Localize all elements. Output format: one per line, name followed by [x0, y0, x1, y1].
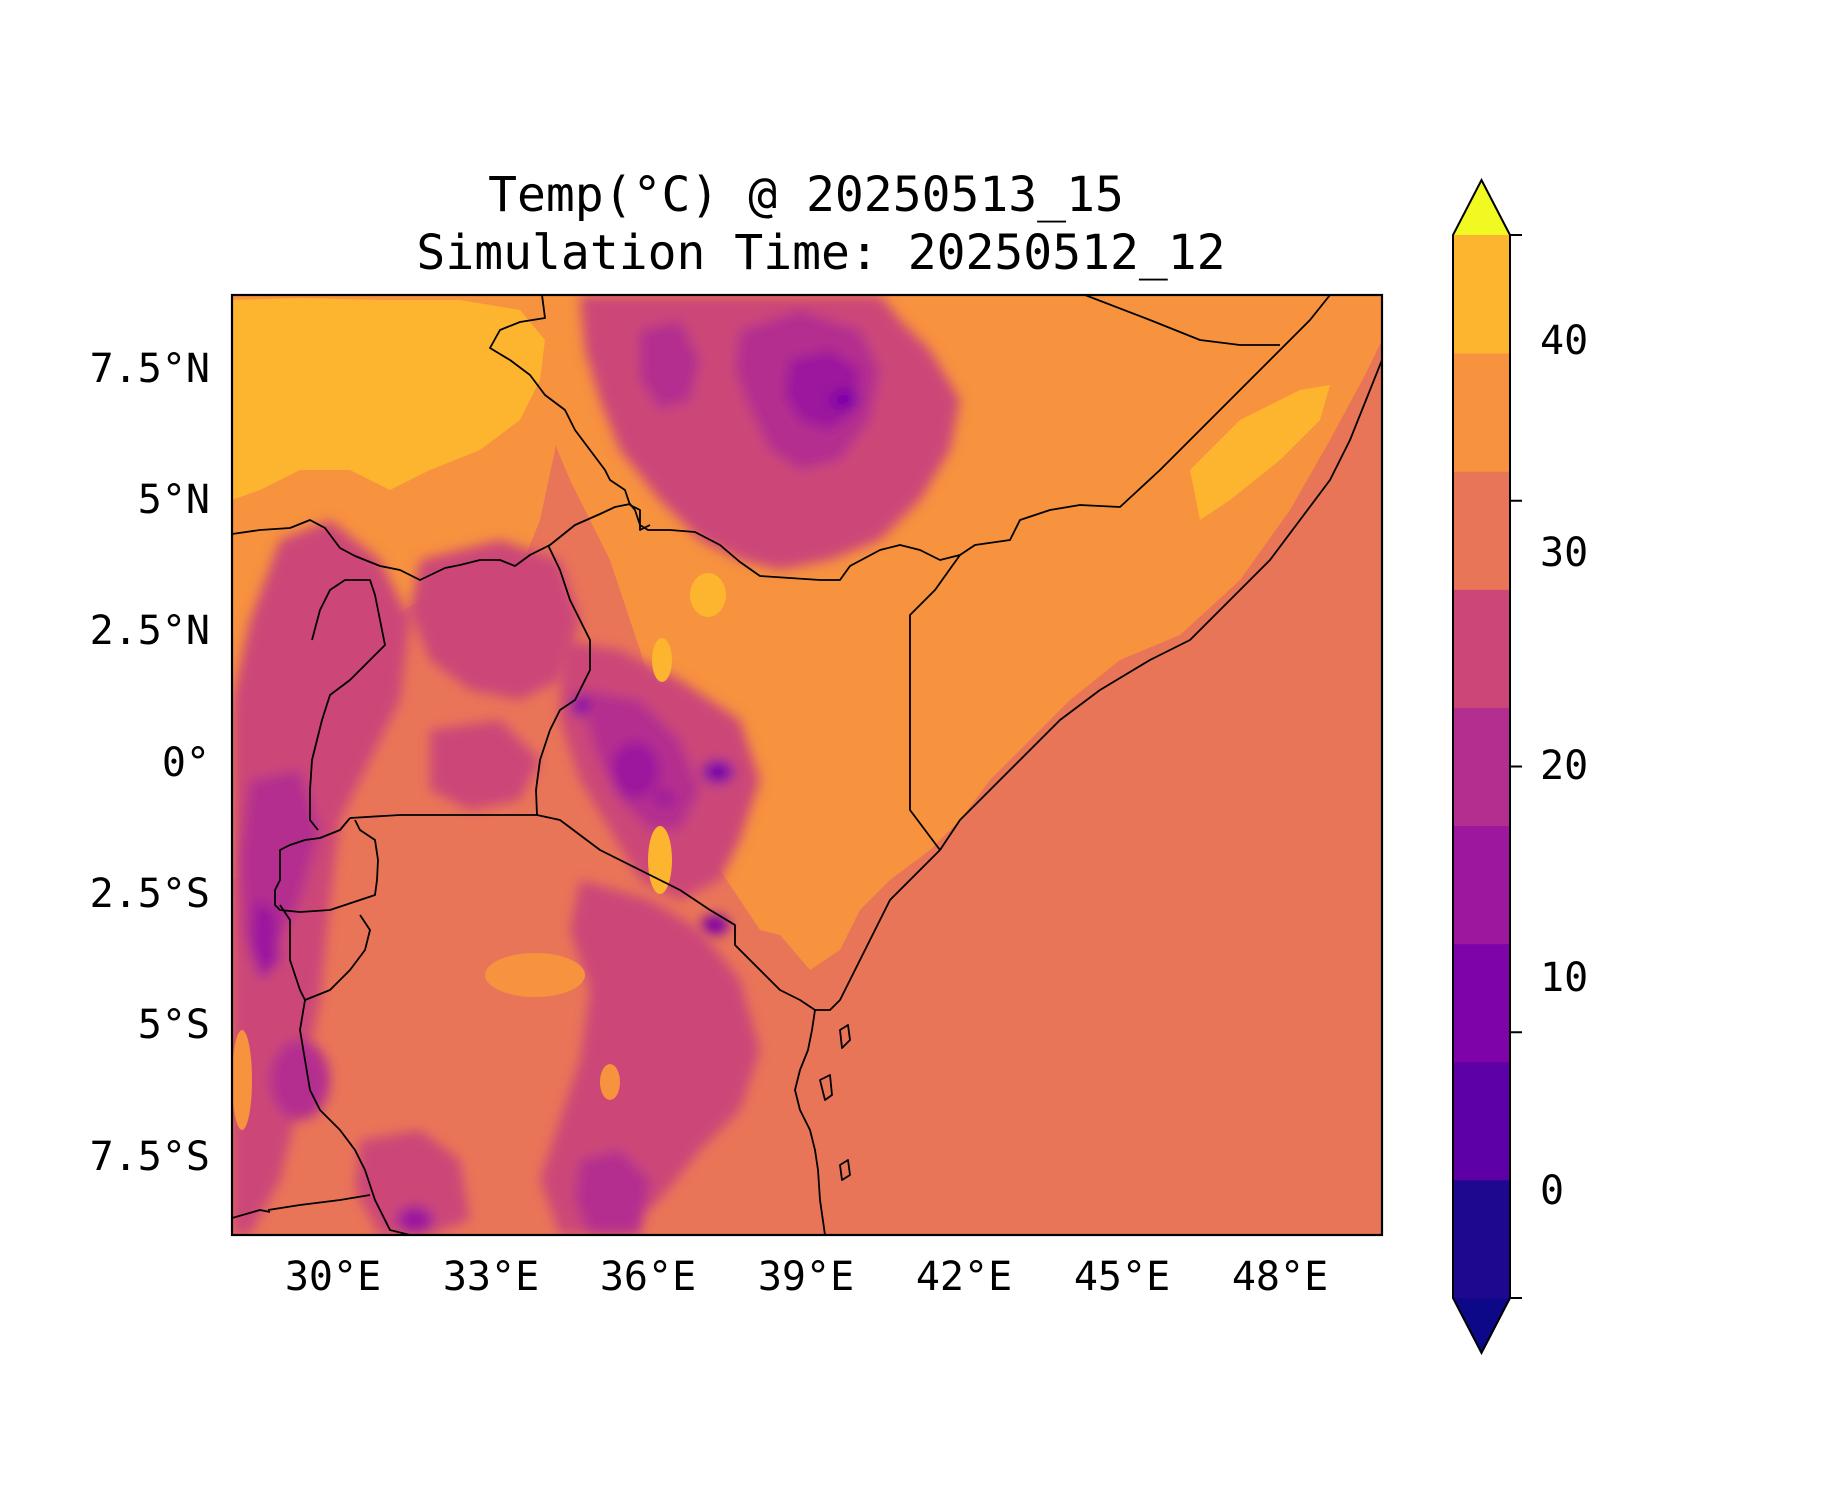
- region-somalia-hot: [1190, 385, 1330, 520]
- lat-tick-2-5s: 2.5°S: [90, 871, 210, 917]
- lat-tick-0: 0°: [162, 740, 210, 786]
- lon-tick-42: 42°E: [916, 1254, 1012, 1300]
- lat-tick-5s: 5°S: [138, 1002, 210, 1048]
- colorbar-segment: [1453, 1179, 1510, 1299]
- colorbar-segment: [1453, 825, 1510, 945]
- colorbar: [1452, 177, 1522, 1356]
- region-ethiopian-highlands: [580, 295, 960, 570]
- region-kenya-highlands: [560, 640, 760, 935]
- colorbar-label-0: 0: [1540, 1168, 1564, 1214]
- colorbar-tick-labels: 0 10 20 30 40: [1540, 318, 1588, 1214]
- colorbar-label-40: 40: [1540, 318, 1588, 364]
- colorbar-label-30: 30: [1540, 530, 1588, 576]
- lon-tick-39: 39°E: [758, 1254, 854, 1300]
- colorbar-label-10: 10: [1540, 955, 1588, 1001]
- map-frame: [230, 293, 1384, 1237]
- region-warm-patch-6: [232, 1030, 252, 1130]
- lon-tick-33: 33°E: [443, 1254, 539, 1300]
- country-borders: [232, 295, 1382, 1235]
- colorbar-extend-low: [1453, 1298, 1510, 1353]
- plot-subtitle: Simulation Time: 20250512_12: [416, 225, 1225, 281]
- y-axis-ticks: 7.5°N 5°N 2.5°N 0° 2.5°S 5°S 7.5°S: [90, 346, 210, 1180]
- lon-tick-36: 36°E: [600, 1254, 696, 1300]
- lat-tick-5n: 5°N: [138, 477, 210, 523]
- region-warm-patch-1: [485, 953, 585, 997]
- region-tanzania-highlands: [355, 880, 760, 1235]
- region-warm-patch-5: [652, 638, 672, 682]
- colorbar-segment: [1453, 589, 1510, 708]
- colorbar-segment: [1453, 353, 1510, 472]
- region-warm-patch-4: [690, 573, 726, 617]
- colorbar-label-20: 20: [1540, 743, 1588, 789]
- colorbar-segment: [1453, 1061, 1510, 1181]
- colorbar-segment: [1453, 707, 1510, 827]
- lon-tick-45: 45°E: [1074, 1254, 1170, 1300]
- plot-title: Temp(°C) @ 20250513_15: [488, 167, 1124, 223]
- x-axis-ticks: 30°E 33°E 36°E 39°E 42°E 45°E 48°E: [285, 1254, 1328, 1300]
- colorbar-segment: [1453, 235, 1510, 354]
- colorbar-segment: [1453, 471, 1510, 590]
- lat-tick-7-5s: 7.5°S: [90, 1134, 210, 1180]
- lon-tick-30: 30°E: [285, 1254, 381, 1300]
- temperature-map: [232, 295, 1382, 1235]
- lat-tick-7-5n: 7.5°N: [90, 346, 210, 392]
- lon-tick-48: 48°E: [1232, 1254, 1328, 1300]
- lat-tick-2-5n: 2.5°N: [90, 608, 210, 654]
- colorbar-segment: [1453, 943, 1510, 1063]
- colorbar-extend-high: [1453, 180, 1510, 235]
- region-warm-patch-3: [600, 1064, 620, 1100]
